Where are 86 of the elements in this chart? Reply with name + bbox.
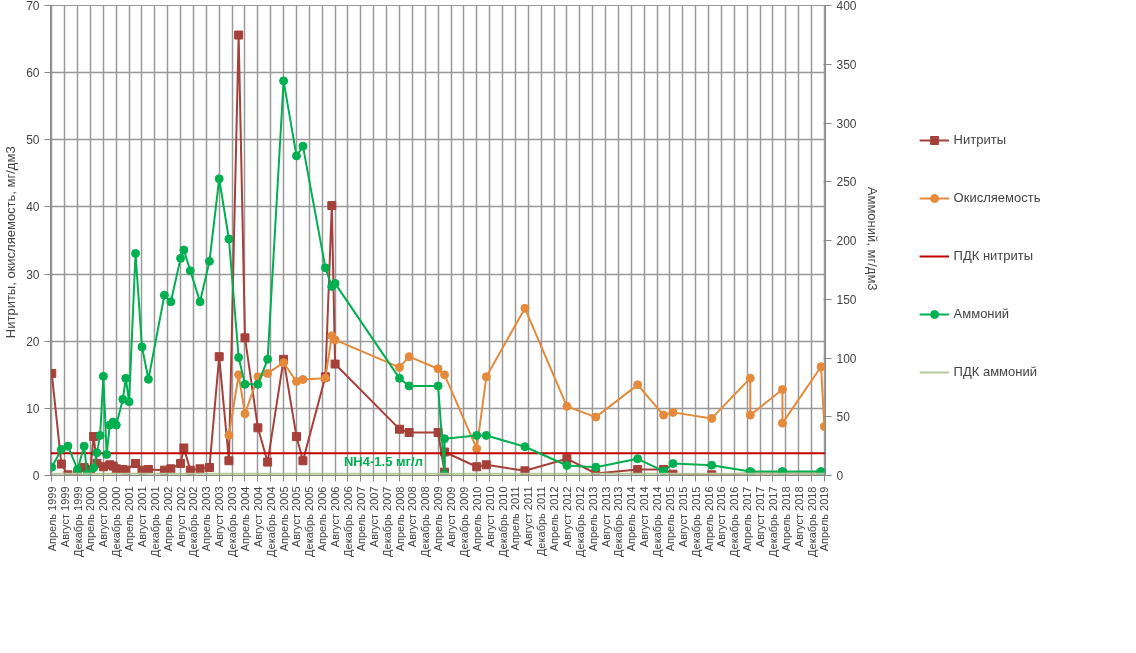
x-tick-label: Апрель 2013 — [586, 486, 599, 552]
x-tick-label: Апрель 2008 — [393, 486, 406, 552]
x-tick-label: Апрель 2002 — [161, 486, 174, 552]
x-tick-label: Декабрь 2004 — [264, 486, 277, 557]
x-tick-label: Апрель 2019 — [818, 486, 831, 552]
legend-label: Окисляемость — [953, 190, 1041, 205]
y2-tick-label: 0 — [836, 469, 844, 483]
x-tick-label: Декабрь 2015 — [689, 486, 702, 557]
legend-label: Аммоний — [953, 306, 1010, 321]
x-tick-label: Декабрь 2009 — [457, 486, 470, 557]
x-tick-label: Декабрь 2006 — [342, 486, 354, 557]
x-tick-label: Декабрь 2000 — [110, 486, 123, 557]
x-tick-label: Август 2013 — [599, 486, 612, 548]
y-tick-label: 70 — [26, 0, 40, 13]
x-tick-label: Декабрь 2011 — [535, 486, 548, 557]
y-tick-label: 0 — [32, 469, 40, 483]
x-tick-label: Декабрь 1999 — [71, 486, 84, 557]
x-tick-label: Апрель 2001 — [123, 486, 136, 552]
x-tick-label: Декабрь 2005 — [303, 486, 316, 557]
x-tick-label: Декабрь 2003 — [226, 486, 239, 557]
x-tick-label: Апрель 2017 — [741, 486, 754, 552]
x-tick-label: Август 2010 — [483, 486, 496, 548]
x-tick-label: Декабрь 2017 — [766, 486, 779, 557]
x-tick-label: Декабрь 2012 — [573, 486, 586, 557]
x-tick-label: Август 2017 — [754, 486, 767, 548]
x-tick-label: Август 2002 — [174, 486, 187, 548]
x-tick-label: Август 2003 — [213, 486, 226, 548]
x-tick-label: Август 2012 — [560, 486, 573, 548]
x-tick-label: Август 2011 — [522, 486, 535, 547]
x-tick-label: Декабрь 2001 — [148, 486, 161, 557]
legend-label: ПДК аммоний — [953, 364, 1037, 379]
x-tick-label: Август 2015 — [676, 486, 689, 548]
y-tick-label: 20 — [26, 334, 40, 349]
x-tick-label: Апрель 2016 — [702, 486, 715, 552]
x-tick-label: Апрель 2005 — [277, 486, 290, 552]
x-tick-label: Август 2006 — [329, 486, 342, 548]
x-tick-label: Август 2004 — [251, 486, 264, 548]
y2-tick-label: 50 — [836, 410, 851, 425]
x-tick-label: Декабрь 2016 — [728, 486, 741, 557]
x-tick-label: Апрель 2012 — [548, 486, 561, 552]
x-tick-label: Апрель 2018 — [779, 486, 792, 552]
y-tick-label: 10 — [26, 401, 40, 416]
x-tick-label: Апрель 2009 — [432, 486, 445, 552]
x-tick-label: Апрель 2003 — [200, 486, 213, 552]
x-tick-label: Апрель 2011 — [509, 486, 522, 551]
y-tick-label: 30 — [26, 267, 40, 282]
x-tick-label: Апрель 2014 — [625, 486, 638, 552]
y2-tick-label: 200 — [836, 234, 857, 248]
x-tick-label: Август 1999 — [58, 486, 71, 548]
x-tick-label: Август 2007 — [367, 486, 380, 548]
x-tick-label: Декабрь 2008 — [419, 486, 432, 557]
x-tick-label: Август 2001 — [135, 486, 148, 548]
x-tick-label: Декабрь 2010 — [496, 486, 509, 557]
y-tick-label: 40 — [26, 200, 40, 215]
x-tick-label: Апрель 1999 — [45, 486, 58, 552]
x-tick-label: Апрель 2006 — [316, 486, 329, 552]
y-axis-title: Нитриты, окисляемость, мг/дм3 — [3, 146, 19, 339]
x-tick-label: Декабрь 2018 — [805, 486, 818, 557]
y2-tick-label: 150 — [836, 292, 857, 307]
annotation: NH4-1.5 мг/л — [343, 454, 423, 470]
y2-tick-label: 400 — [836, 0, 857, 13]
x-tick-label: Декабрь 2014 — [651, 486, 664, 557]
x-tick-label: Апрель 2010 — [470, 486, 483, 552]
x-tick-label: Апрель 2000 — [84, 486, 97, 552]
y-tick-label: 50 — [26, 133, 40, 148]
y2-tick-label: 250 — [836, 175, 857, 190]
y2-tick-label: 100 — [836, 351, 857, 366]
x-tick-label: Апрель 2015 — [663, 486, 676, 552]
y2-axis-title: Аммоний, мг/дм3 — [864, 186, 880, 291]
x-tick-label: Апрель 2004 — [238, 486, 251, 552]
y-tick-label: 60 — [26, 66, 40, 81]
legend-label: Нитриты — [953, 132, 1006, 147]
x-tick-label: Декабрь 2007 — [380, 486, 393, 557]
x-tick-label: Август 2016 — [715, 486, 728, 548]
x-tick-label: Август 2000 — [97, 486, 110, 548]
x-tick-label: Август 2018 — [792, 486, 805, 548]
x-tick-label: Август 2005 — [290, 486, 303, 548]
x-tick-label: Август 2009 — [445, 486, 458, 548]
legend-label: ПДК нитриты — [953, 248, 1034, 263]
x-tick-label: Декабрь 2002 — [187, 486, 200, 557]
x-tick-label: Апрель 2007 — [354, 486, 367, 552]
y2-tick-label: 300 — [836, 116, 857, 131]
y2-tick-label: 350 — [836, 57, 857, 72]
x-tick-label: Декабрь 2013 — [612, 486, 625, 557]
x-tick-label: Август 2014 — [638, 486, 651, 548]
x-tick-label: Август 2008 — [406, 486, 419, 548]
